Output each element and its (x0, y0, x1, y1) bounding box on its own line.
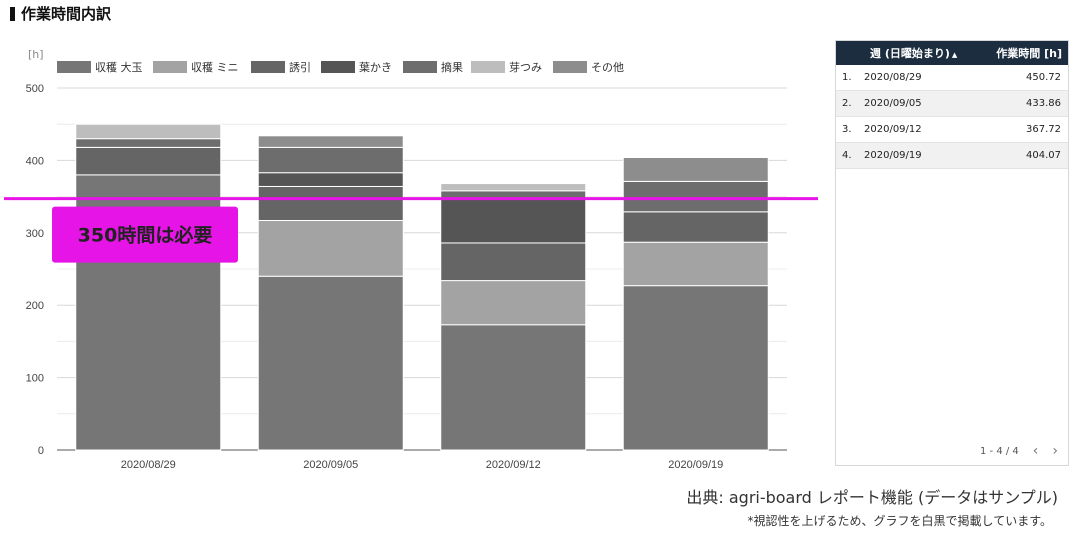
row-week: 2020/09/19 (864, 150, 922, 161)
source-caption: 出典: agri-board レポート機能 (データはサンプル) (686, 488, 1058, 507)
bar-segment (622, 180, 769, 213)
page-title: 作業時間内訳 (10, 3, 111, 24)
x-tick-label: 2020/09/12 (486, 459, 541, 471)
bar-segment (75, 123, 222, 140)
pagination-label: 1 - 4 / 4 (980, 445, 1019, 457)
bar-segment (257, 185, 404, 221)
bar-segment (257, 135, 404, 148)
bar-segment (622, 285, 769, 451)
title-marker (10, 6, 15, 21)
y-tick-label: 300 (26, 228, 44, 240)
legend-label: 誘引 (289, 60, 311, 74)
y-tick-label: 0 (38, 445, 44, 457)
row-week: 2020/08/29 (864, 72, 922, 83)
bar-segment (440, 198, 587, 244)
reference-callout (52, 206, 238, 263)
legend-label: 芽つみ (509, 60, 542, 74)
table-header: 週 (日曜始まり) ▲ 作業時間 [h] (836, 41, 1068, 65)
grayscale-note: *視認性を上げるため、グラフを白黒で掲載しています。 (747, 514, 1052, 528)
legend-swatch (403, 61, 437, 73)
bar-segment (257, 172, 404, 187)
prev-page-icon[interactable]: ‹ (1032, 443, 1039, 459)
y-tick-label: 200 (26, 300, 44, 312)
page-title-text: 作業時間内訳 (21, 5, 112, 23)
row-index: 1. (842, 72, 852, 83)
bar-segment (622, 157, 769, 182)
bar-segment (440, 324, 587, 451)
y-tick-label: 400 (26, 155, 44, 167)
bar-segment (75, 138, 222, 148)
legend-swatch (321, 61, 355, 73)
row-week: 2020/09/05 (864, 98, 922, 109)
reference-callout-label: 350時間は必要 (78, 224, 213, 247)
bar-segment (440, 242, 587, 282)
bar-segment (257, 146, 404, 174)
row-hours: 367.72 (1026, 124, 1061, 135)
pagination: 1 - 4 / 4 ‹ › (980, 443, 1058, 459)
row-index: 3. (842, 124, 852, 135)
row-index: 2. (842, 98, 852, 109)
x-tick-label: 2020/08/29 (121, 459, 176, 471)
legend-label: 収穫 大玉 (95, 60, 143, 74)
table-row: 2. 2020/09/05 433.86 (836, 91, 1068, 117)
bar-segment (622, 241, 769, 287)
bar-segment (440, 183, 587, 192)
legend-swatch (251, 61, 285, 73)
legend-swatch (471, 61, 505, 73)
hours-table: 週 (日曜始まり) ▲ 作業時間 [h] 1. 2020/08/29 450.72 2.… (835, 40, 1069, 466)
row-week: 2020/09/12 (864, 124, 922, 135)
legend-label: その他 (591, 61, 624, 74)
legend-swatch (553, 61, 587, 73)
next-page-icon[interactable]: › (1052, 443, 1058, 459)
sort-icon: ▲ (951, 51, 958, 59)
row-hours: 404.07 (1026, 150, 1061, 161)
table-row: 1. 2020/08/29 450.72 (836, 65, 1068, 91)
legend-swatch (57, 61, 91, 73)
bar-segment (257, 275, 404, 451)
legend-swatch (153, 61, 187, 73)
row-index: 4. (842, 150, 852, 161)
bar-segment (257, 219, 404, 277)
table-row: 4. 2020/09/19 404.07 (836, 143, 1068, 169)
legend-label: 摘果 (441, 60, 463, 74)
column-header-week[interactable]: 週 (日曜始まり) ▲ (870, 47, 958, 60)
column-header-hours[interactable]: 作業時間 [h] (996, 47, 1062, 60)
x-tick-label: 2020/09/19 (668, 459, 723, 471)
row-hours: 433.86 (1026, 98, 1061, 109)
bar-segment (440, 280, 587, 326)
bar-segment (622, 211, 769, 243)
table-row: 3. 2020/09/12 367.72 (836, 117, 1068, 143)
bar-segment (75, 146, 222, 176)
stacked-bar-chart: 0 100 200 300 400 500 2020/08/29 2020/09/05 2020… (4, 60, 818, 471)
row-hours: 450.72 (1026, 72, 1061, 83)
table-body: 1. 2020/08/29 450.72 2. 2020/09/05 433.86 3. 20… (836, 65, 1068, 169)
y-axis-unit: [h] (28, 48, 44, 61)
x-tick-label: 2020/09/05 (303, 459, 358, 471)
y-tick-label: 500 (26, 83, 44, 95)
legend-label: 収穫 ミニ (191, 61, 239, 74)
legend-label: 葉かき (359, 60, 392, 74)
y-tick-label: 100 (26, 373, 44, 385)
